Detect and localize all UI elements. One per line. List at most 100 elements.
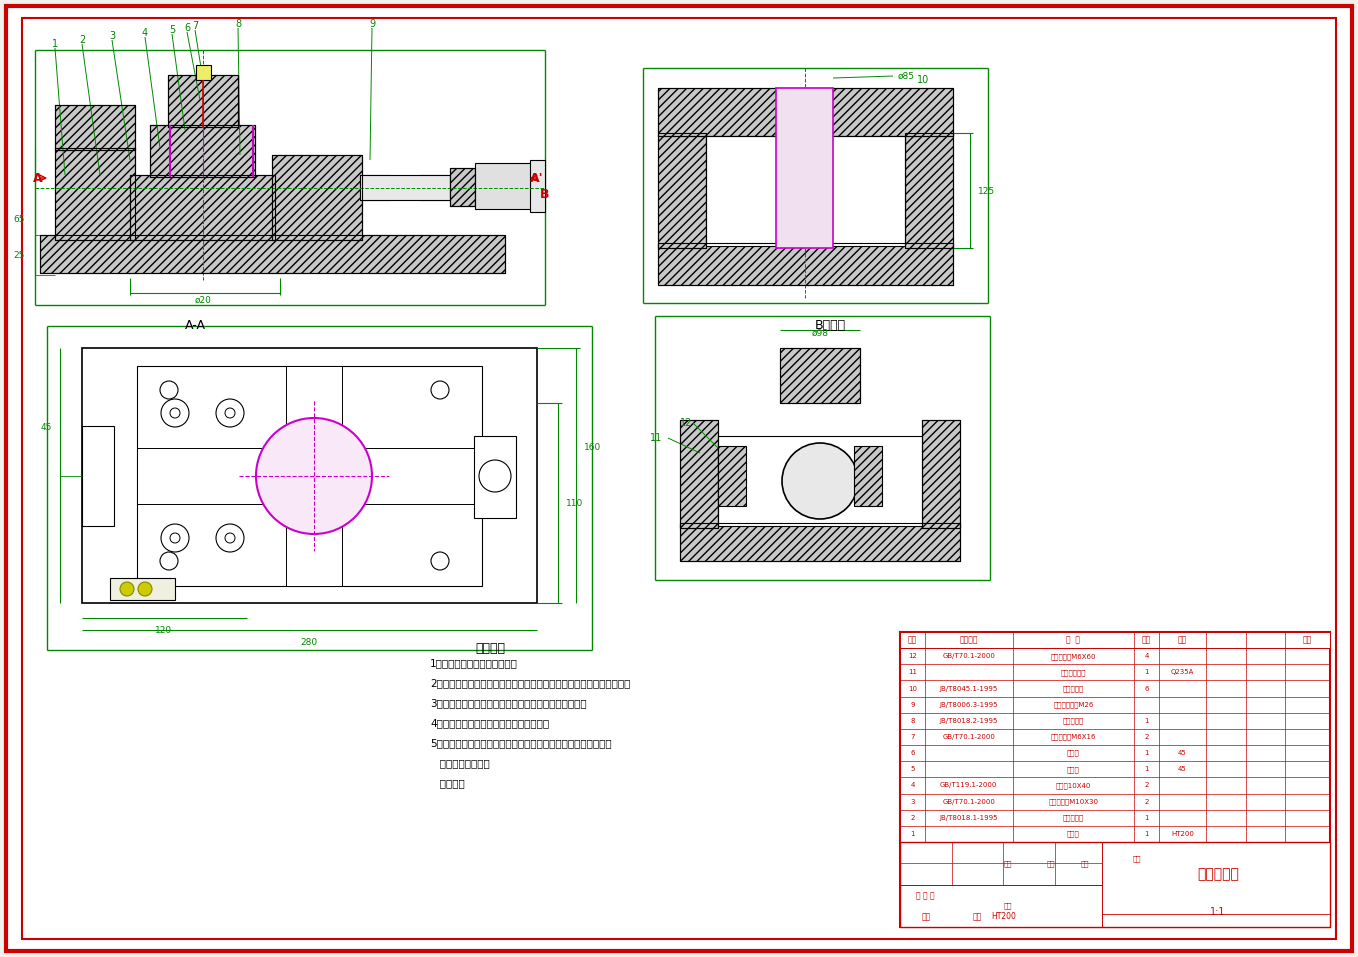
Text: 名  称: 名 称 xyxy=(1066,635,1081,645)
Text: 11: 11 xyxy=(649,433,661,443)
Text: ø20: ø20 xyxy=(194,296,212,304)
Circle shape xyxy=(162,399,189,427)
Circle shape xyxy=(225,533,235,543)
Text: 280: 280 xyxy=(300,638,318,647)
Text: 标准代号: 标准代号 xyxy=(959,635,978,645)
Circle shape xyxy=(160,552,178,570)
Text: 比例: 比例 xyxy=(1081,860,1089,866)
Circle shape xyxy=(162,524,189,552)
Bar xyxy=(475,163,540,209)
Bar xyxy=(272,155,363,240)
Bar xyxy=(779,348,860,403)
Bar xyxy=(39,235,505,273)
Bar xyxy=(137,366,482,586)
Text: 7: 7 xyxy=(191,21,198,31)
Bar xyxy=(659,133,706,248)
Text: 2: 2 xyxy=(1145,734,1149,740)
Bar xyxy=(56,105,134,150)
Text: 45: 45 xyxy=(1179,767,1187,772)
Circle shape xyxy=(120,582,134,596)
Text: 固定型塞头: 固定型塞头 xyxy=(1063,814,1084,821)
Text: 1:1: 1:1 xyxy=(1210,906,1226,917)
Bar xyxy=(81,426,114,526)
Text: 4、装配过程中不允许磕、碰、划伤和锈蚀: 4、装配过程中不允许磕、碰、划伤和锈蚀 xyxy=(430,718,549,728)
Text: 6: 6 xyxy=(910,750,915,756)
Text: GB/T70.1-2000: GB/T70.1-2000 xyxy=(942,798,995,805)
Text: 6: 6 xyxy=(1145,685,1149,692)
Text: 110: 110 xyxy=(566,499,583,507)
Text: A-A: A-A xyxy=(185,319,205,332)
Text: 活动型快支架: 活动型快支架 xyxy=(1061,669,1086,676)
Text: 保证密封件装入时: 保证密封件装入时 xyxy=(430,758,490,768)
Text: 2: 2 xyxy=(1145,798,1149,805)
Bar xyxy=(130,175,276,240)
Circle shape xyxy=(170,408,181,418)
Bar xyxy=(56,148,134,240)
Bar xyxy=(360,175,449,200)
Text: 1: 1 xyxy=(1145,814,1149,821)
Text: 10: 10 xyxy=(909,685,917,692)
Text: 3: 3 xyxy=(109,31,115,41)
Bar xyxy=(449,168,475,206)
Bar xyxy=(196,65,210,80)
Bar xyxy=(659,243,953,285)
Text: 45: 45 xyxy=(1179,750,1187,756)
Circle shape xyxy=(160,381,178,399)
Circle shape xyxy=(216,524,244,552)
Text: 4: 4 xyxy=(910,783,914,789)
Text: 2: 2 xyxy=(79,35,86,45)
Bar xyxy=(272,155,363,240)
Text: 工艺: 工艺 xyxy=(921,912,930,922)
Bar xyxy=(530,160,545,212)
Bar xyxy=(360,175,390,200)
Text: 125: 125 xyxy=(978,187,995,195)
Text: A: A xyxy=(33,171,43,185)
Text: 1: 1 xyxy=(910,831,915,837)
Text: 活动型塞头: 活动型塞头 xyxy=(1063,718,1084,724)
Circle shape xyxy=(479,460,511,492)
Bar xyxy=(922,420,960,528)
Text: 1: 1 xyxy=(1145,669,1149,676)
Text: 6: 6 xyxy=(183,23,190,33)
Text: 4: 4 xyxy=(1145,654,1149,659)
Circle shape xyxy=(170,533,181,543)
Bar xyxy=(718,446,746,506)
Text: HT200: HT200 xyxy=(1171,831,1194,837)
Bar xyxy=(287,366,342,586)
Text: 3: 3 xyxy=(910,798,915,805)
Text: 1: 1 xyxy=(1145,750,1149,756)
Bar xyxy=(56,105,134,150)
Text: JB/T8006.3-1995: JB/T8006.3-1995 xyxy=(940,701,998,707)
Text: 2、进行装配的零件及部件，均必须具有检验部门的合格证方能进行装配: 2、进行装配的零件及部件，均必须具有检验部门的合格证方能进行装配 xyxy=(430,678,630,688)
Bar xyxy=(168,75,238,127)
Bar xyxy=(900,632,1329,648)
Bar xyxy=(659,133,706,248)
Text: B向局部: B向局部 xyxy=(815,319,846,332)
Text: 11: 11 xyxy=(909,669,917,676)
Text: 5: 5 xyxy=(168,25,175,35)
Circle shape xyxy=(139,582,152,596)
Text: 7: 7 xyxy=(910,734,915,740)
Text: 备注: 备注 xyxy=(1302,635,1312,645)
Bar xyxy=(659,243,953,285)
Text: GB/T70.1-2000: GB/T70.1-2000 xyxy=(942,654,995,659)
Text: 序号: 序号 xyxy=(907,635,917,645)
Text: 夹具装配图: 夹具装配图 xyxy=(1198,867,1238,881)
Text: JB/T8018.2-1995: JB/T8018.2-1995 xyxy=(940,718,998,723)
Bar xyxy=(904,133,953,248)
Text: 10: 10 xyxy=(917,75,929,85)
Bar xyxy=(149,125,255,177)
Text: 描图: 描图 xyxy=(972,912,982,922)
Text: ø85: ø85 xyxy=(898,72,915,80)
Text: 内六角螺钉M10X30: 内六角螺钉M10X30 xyxy=(1048,798,1099,805)
Circle shape xyxy=(257,418,372,534)
Text: ø98: ø98 xyxy=(812,329,828,338)
Text: 5: 5 xyxy=(910,767,914,772)
Text: 25: 25 xyxy=(14,251,24,259)
Circle shape xyxy=(216,399,244,427)
Bar xyxy=(718,436,922,526)
Text: 描校: 描校 xyxy=(1004,902,1012,909)
Text: 数量: 数量 xyxy=(1142,635,1152,645)
Bar xyxy=(474,436,516,518)
Bar xyxy=(775,88,832,248)
